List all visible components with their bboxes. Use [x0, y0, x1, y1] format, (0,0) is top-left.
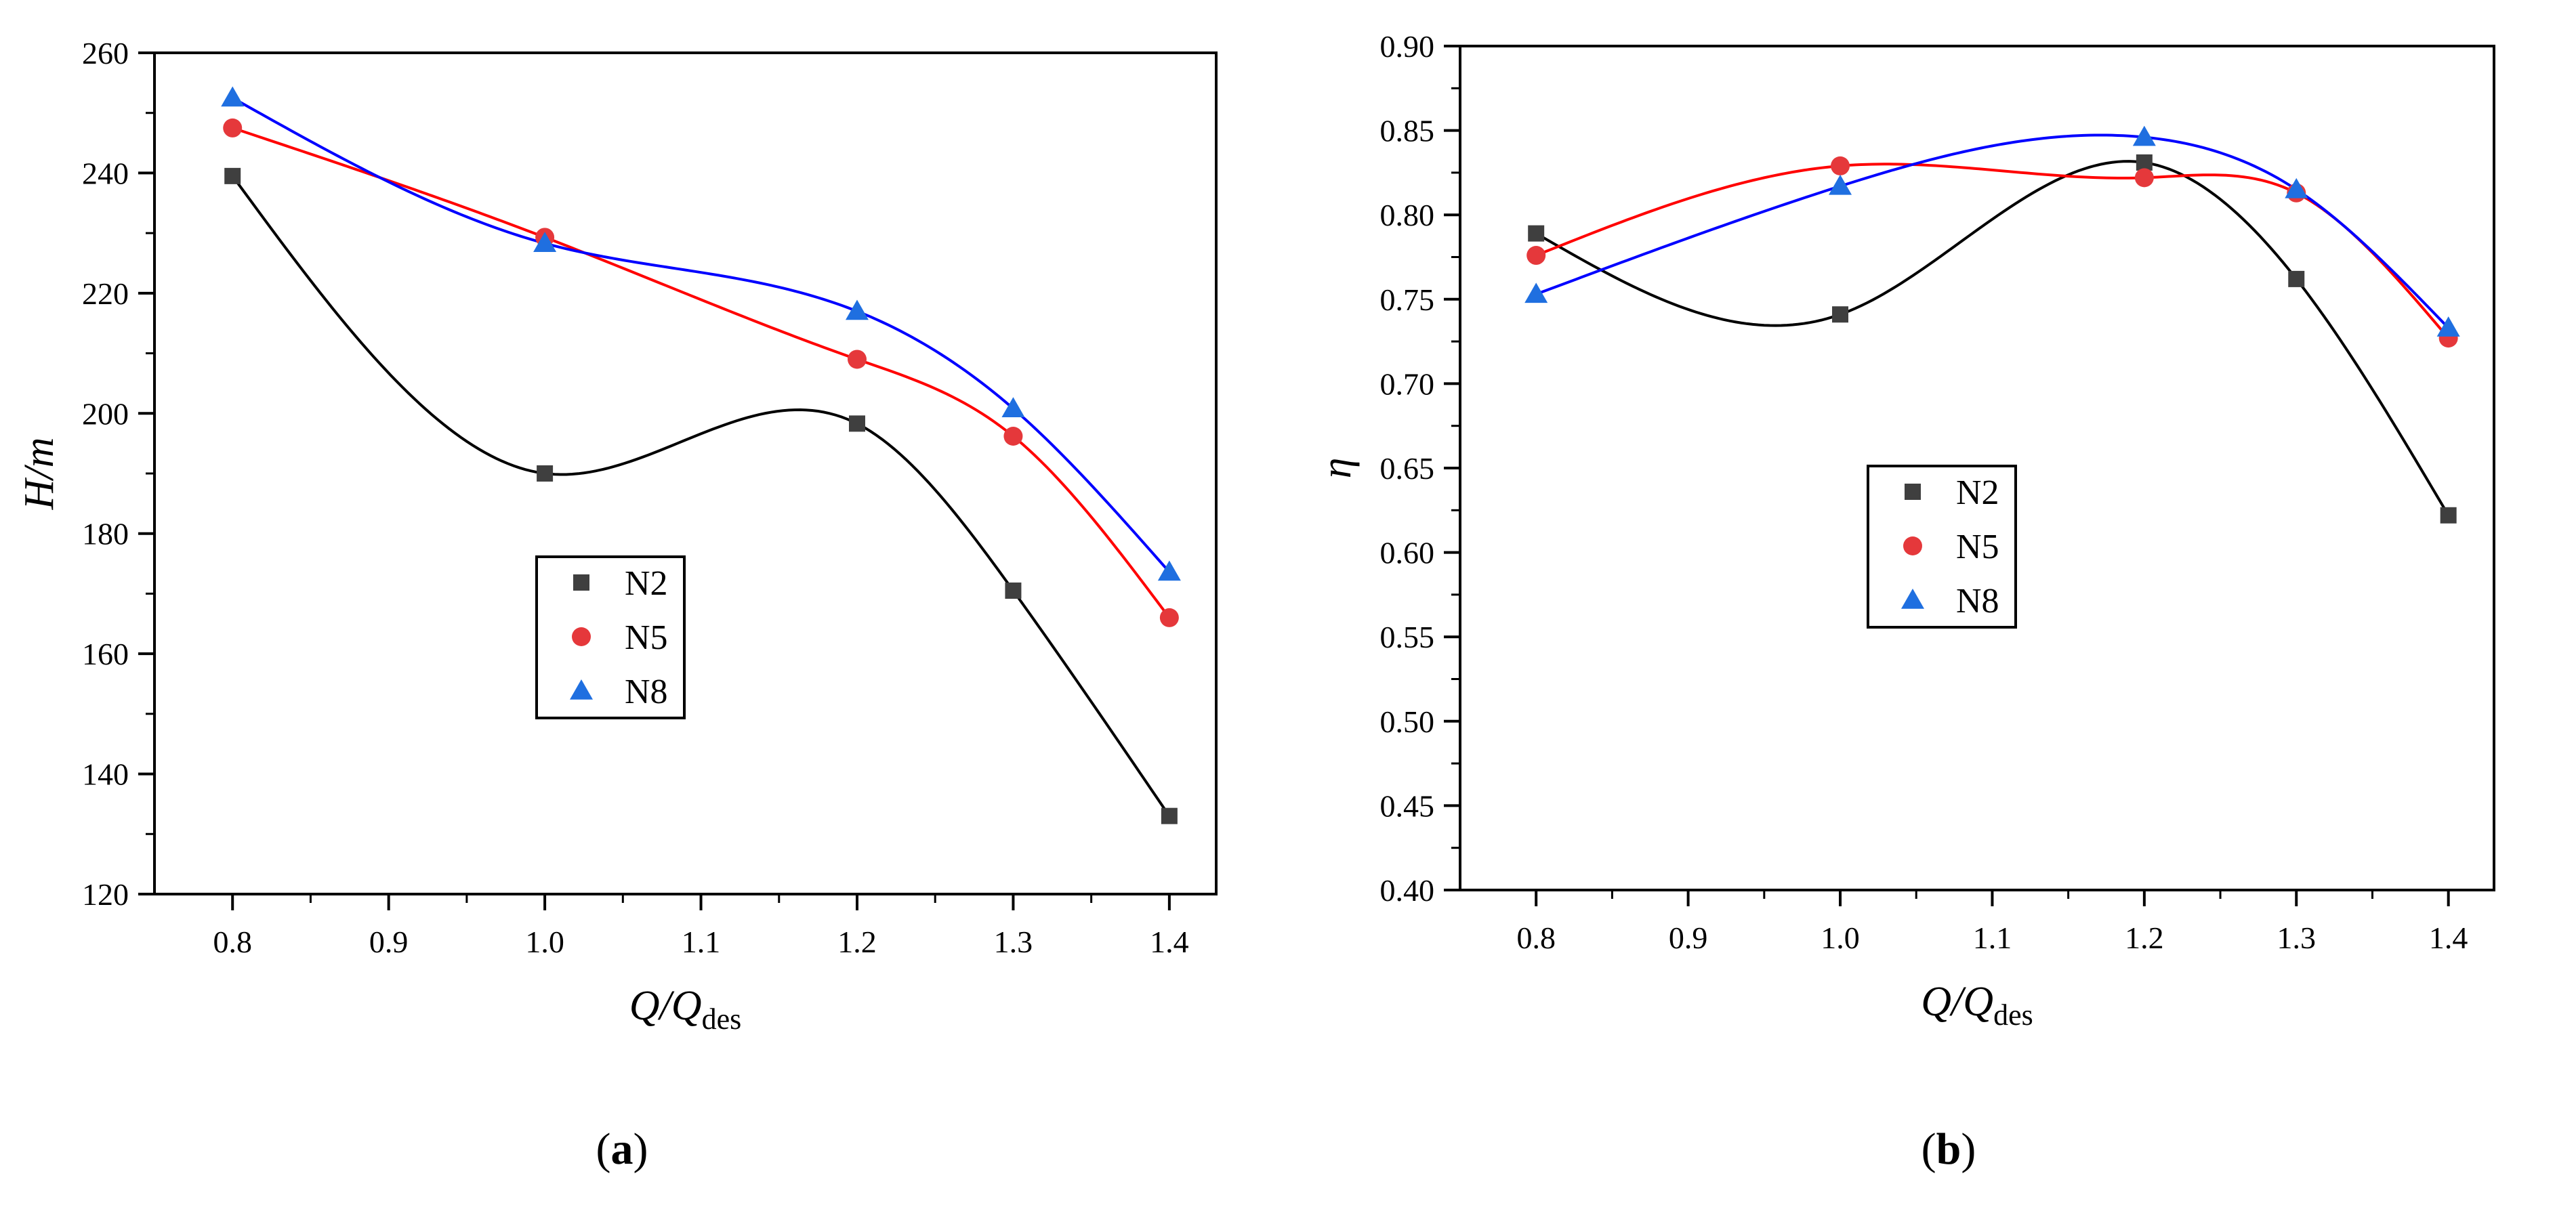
- legend-label-n5: N5: [1956, 528, 1999, 566]
- data-point-n2: [224, 167, 241, 184]
- data-point-n5: [1159, 608, 1179, 627]
- y-tick-label: 0.40: [1380, 873, 1435, 908]
- y-tick-label: 200: [82, 396, 129, 431]
- data-point-n5: [847, 350, 867, 369]
- data-point-n2: [1528, 225, 1545, 242]
- data-point-n2: [2440, 507, 2457, 524]
- y-tick-label: 0.70: [1380, 366, 1435, 401]
- x-tick-label: 0.9: [1669, 921, 1708, 955]
- y-tick-label: 0.65: [1380, 451, 1435, 486]
- x-axis-title: Q/Qdes: [1921, 979, 2033, 1032]
- legend-label-n2: N2: [625, 564, 668, 603]
- y-tick-label: 0.45: [1380, 788, 1435, 823]
- y-tick-label: 180: [82, 517, 129, 551]
- data-point-n8: [2132, 125, 2156, 146]
- data-point-n2: [2136, 154, 2153, 171]
- panel-label: (a): [596, 1124, 648, 1174]
- x-tick-label: 1.0: [525, 925, 564, 959]
- x-tick-label: 1.2: [837, 925, 877, 959]
- y-tick-label: 0.60: [1380, 536, 1435, 570]
- y-axis-title: η: [1314, 458, 1360, 479]
- data-point-n2: [2288, 270, 2305, 287]
- legend-label-n8: N8: [1956, 582, 1999, 620]
- data-point-n5: [2134, 168, 2154, 188]
- legend-marker-n8: [1901, 589, 1924, 609]
- data-point-n8: [1524, 282, 1548, 303]
- y-tick-label: 0.75: [1380, 282, 1435, 317]
- y-axis-title: H/m: [16, 438, 62, 511]
- plot-frame: [153, 51, 1218, 895]
- legend-box: [535, 555, 686, 719]
- fit-curve-n5: [232, 126, 1171, 619]
- legend-marker-n2: [1905, 484, 1921, 500]
- panel-label: (b): [1921, 1124, 1976, 1174]
- y-tick-label: 140: [82, 757, 129, 792]
- x-tick-label: 1.3: [2277, 921, 2317, 955]
- x-axis-title: Q/Qdes: [629, 983, 741, 1036]
- legend-label-n5: N5: [625, 618, 668, 657]
- data-point-n8: [221, 86, 245, 107]
- x-tick-label: 1.2: [2125, 921, 2164, 955]
- x-tick-label: 1.0: [1821, 921, 1860, 955]
- legend-label-n8: N8: [625, 673, 668, 711]
- data-point-n5: [1526, 246, 1546, 266]
- y-tick-label: 0.80: [1380, 198, 1435, 232]
- y-tick-label: 240: [82, 156, 129, 190]
- data-point-n2: [1161, 807, 1178, 824]
- data-point-n2: [848, 415, 865, 432]
- data-point-n5: [223, 118, 243, 138]
- data-point-n2: [1832, 306, 1849, 323]
- y-tick-label: 160: [82, 637, 129, 671]
- data-point-n5: [1831, 156, 1850, 175]
- legend-label-n2: N2: [1956, 473, 1999, 512]
- data-point-n2: [1005, 582, 1022, 599]
- x-tick-label: 1.4: [1150, 925, 1189, 959]
- x-tick-label: 1.3: [994, 925, 1033, 959]
- x-tick-label: 0.8: [213, 925, 252, 959]
- x-tick-label: 1.1: [1973, 921, 2012, 955]
- y-tick-label: 220: [82, 276, 129, 311]
- y-tick-label: 260: [82, 36, 129, 70]
- data-point-n2: [537, 465, 554, 482]
- data-point-n8: [2436, 316, 2460, 337]
- legend-marker-n5: [572, 627, 591, 646]
- fit-curve-n8: [232, 96, 1171, 573]
- chart-a-head-curve: 0.8 0.9 1.0 1.1 1.2 1.3 1.4 120 140 160 180 200 220 2…: [16, 36, 1218, 1174]
- y-tick-label: 0.50: [1380, 704, 1435, 739]
- legend-box: [1867, 465, 2017, 629]
- y-tick-label: 0.90: [1380, 29, 1435, 64]
- data-point-n5: [1003, 426, 1023, 446]
- legend-marker-n5: [1903, 536, 1922, 555]
- y-tick-label: 0.55: [1380, 620, 1435, 654]
- y-tick-label: 0.85: [1380, 114, 1435, 148]
- data-point-n8: [845, 299, 869, 320]
- x-tick-label: 0.8: [1516, 921, 1556, 955]
- data-point-n8: [1157, 560, 1181, 581]
- fit-curve-n2: [1535, 160, 2450, 516]
- legend-marker-n8: [570, 679, 593, 700]
- data-point-n8: [1829, 174, 1852, 195]
- x-tick-label: 1.4: [2429, 921, 2468, 955]
- fit-curve-n5: [1535, 163, 2450, 339]
- x-tick-label: 1.1: [682, 925, 721, 959]
- x-tick-label: 0.9: [369, 925, 409, 959]
- data-point-n8: [533, 232, 557, 252]
- chart-b-efficiency-curve: 0.8 0.9 1.0 1.1 1.2 1.3 1.4 0.40 0.45 0.50 0.55 0.6…: [1314, 29, 2495, 1174]
- data-point-n8: [1001, 397, 1025, 417]
- y-tick-label: 120: [82, 877, 129, 912]
- legend-marker-n2: [573, 574, 589, 591]
- data-point-n8: [2285, 177, 2308, 198]
